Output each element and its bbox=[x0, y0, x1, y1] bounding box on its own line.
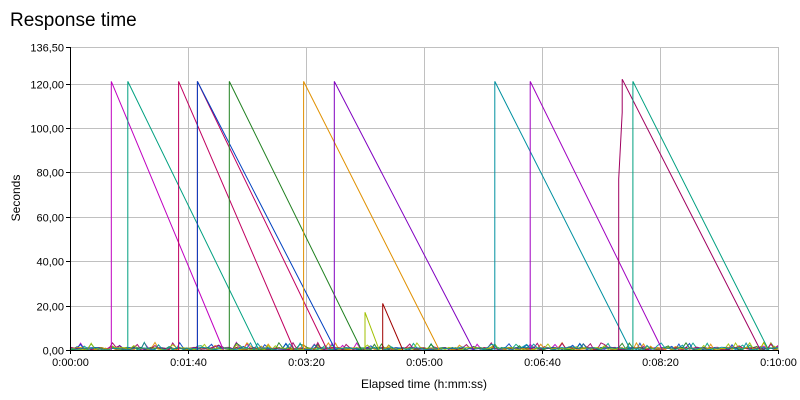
baseline-noise-line bbox=[69, 341, 779, 351]
series-line bbox=[127, 81, 260, 351]
chart-title: Response time bbox=[10, 10, 137, 31]
series-line bbox=[333, 81, 475, 351]
series-line bbox=[228, 81, 362, 351]
y-tick-label: 120,00 bbox=[30, 80, 64, 92]
series-line bbox=[618, 78, 761, 351]
x-tick-label: 0:06:40 bbox=[524, 357, 561, 369]
series-line bbox=[303, 81, 440, 351]
x-tick-label: 0:05:00 bbox=[406, 357, 443, 369]
series-line bbox=[196, 81, 336, 351]
x-tick-label: 0:00:00 bbox=[52, 357, 89, 369]
y-tick-label: 20,00 bbox=[36, 302, 64, 314]
series-line bbox=[110, 81, 224, 351]
y-tick-label: 80,00 bbox=[36, 168, 64, 180]
series-line bbox=[178, 81, 295, 351]
series-line bbox=[494, 81, 631, 351]
series-line bbox=[382, 303, 404, 351]
series-line bbox=[364, 312, 380, 351]
x-tick-label: 0:03:20 bbox=[288, 357, 325, 369]
y-tick-label: 40,00 bbox=[36, 257, 64, 269]
y-tick-label: 60,00 bbox=[36, 213, 64, 225]
tick-labels: 0,00 20,00 40,00 60,00 80,00 100,00 120,00 136,… bbox=[30, 43, 797, 370]
x-tick-label: 0:08:20 bbox=[642, 357, 679, 369]
series-group bbox=[69, 78, 779, 351]
x-tick-label: 0:10:00 bbox=[760, 357, 797, 369]
x-tick-label: 0:01:40 bbox=[170, 357, 207, 369]
y-tick-label: 100,00 bbox=[30, 124, 64, 136]
axes bbox=[66, 47, 779, 354]
series-line bbox=[632, 81, 770, 351]
y-tick-label: 0,00 bbox=[43, 346, 64, 358]
y-tick-label: 136,50 bbox=[30, 43, 64, 55]
x-axis-label: Elapsed time (h:mm:ss) bbox=[361, 377, 487, 391]
y-axis-label: Seconds bbox=[9, 175, 23, 222]
